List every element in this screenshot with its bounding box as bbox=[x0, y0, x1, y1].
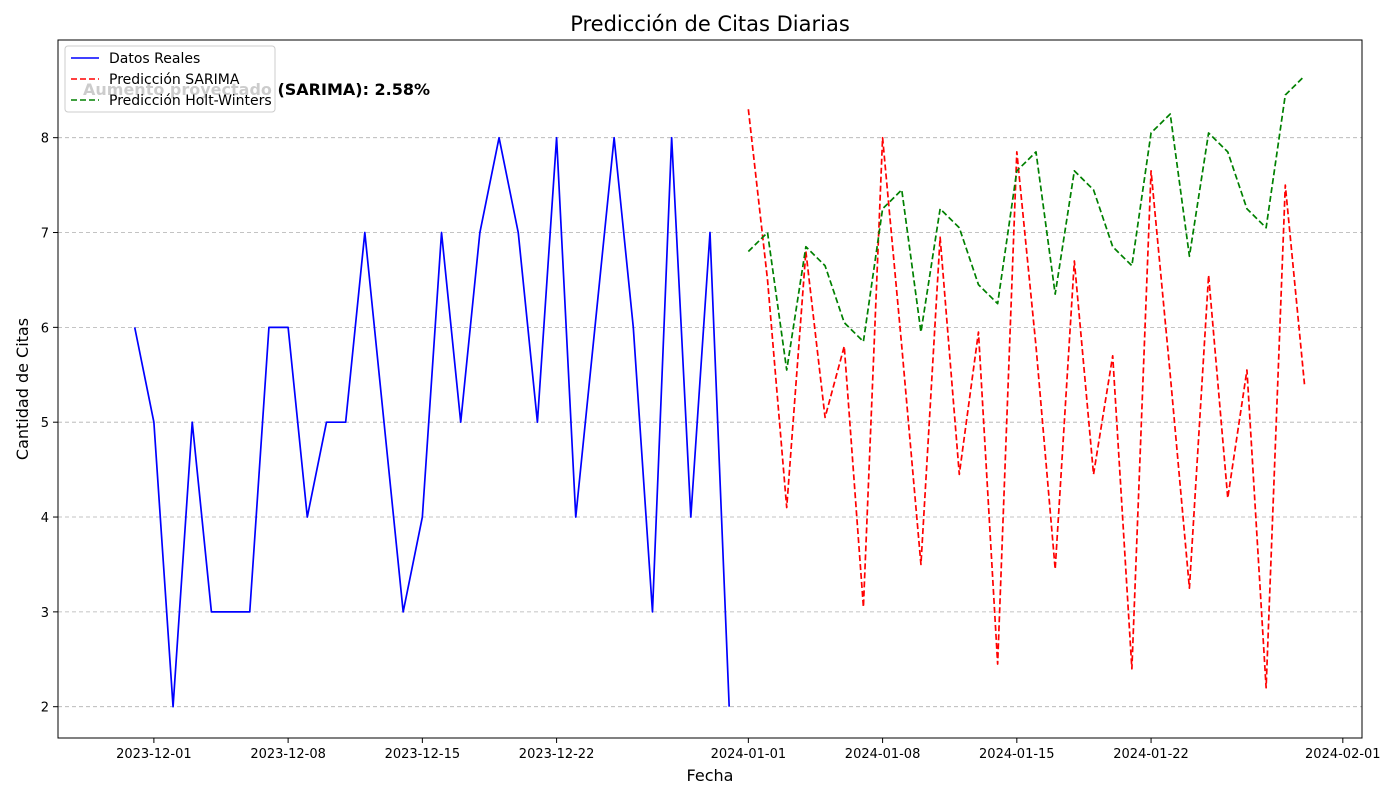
x-tick-label: 2024-01-22 bbox=[1113, 747, 1189, 762]
y-tick-label: 3 bbox=[41, 606, 49, 621]
axis-layer: 2 3 4 5 6 7 8 2023-12-01 2023-12-08 2023-12-15 202… bbox=[41, 132, 1381, 762]
y-tick-label: 7 bbox=[41, 227, 49, 242]
legend: Datos Reales Predicción SARIMA Predicció… bbox=[64, 45, 276, 113]
x-tick-label: 2024-01-08 bbox=[845, 747, 921, 762]
series-layer bbox=[133, 75, 1306, 708]
y-tick-label: 6 bbox=[41, 321, 49, 336]
series-line-0 bbox=[133, 136, 731, 708]
legend-label-holt-winters: Predicción Holt-Winters bbox=[109, 93, 272, 109]
x-axis-label: Fecha bbox=[687, 766, 734, 785]
y-axis-label: Cantidad de Citas bbox=[13, 318, 32, 460]
series-line-1 bbox=[747, 109, 1306, 689]
legend-label-reales: Datos Reales bbox=[109, 51, 200, 67]
y-tick-label: 5 bbox=[41, 416, 49, 431]
chart-title: Predicción de Citas Diarias bbox=[570, 12, 850, 36]
x-tick-label: 2023-12-15 bbox=[385, 747, 461, 762]
y-tick-label: 2 bbox=[41, 701, 49, 716]
x-tick-label: 2023-12-08 bbox=[250, 747, 326, 762]
legend-label-sarima: Predicción SARIMA bbox=[109, 72, 240, 88]
x-tick-label: 2024-01-01 bbox=[711, 747, 787, 762]
plot-area-frame bbox=[57, 39, 1363, 739]
y-tick-label: 4 bbox=[41, 511, 49, 526]
legend-box bbox=[64, 45, 276, 113]
y-tick-label: 8 bbox=[41, 132, 49, 147]
x-tick-label: 2023-12-01 bbox=[116, 747, 192, 762]
series-line-2 bbox=[747, 75, 1306, 371]
x-tick-label: 2023-12-22 bbox=[519, 747, 595, 762]
grid-layer bbox=[58, 137, 1362, 708]
x-tick-label: 2024-01-15 bbox=[979, 747, 1055, 762]
x-tick-label: 2024-02-01 bbox=[1305, 747, 1381, 762]
